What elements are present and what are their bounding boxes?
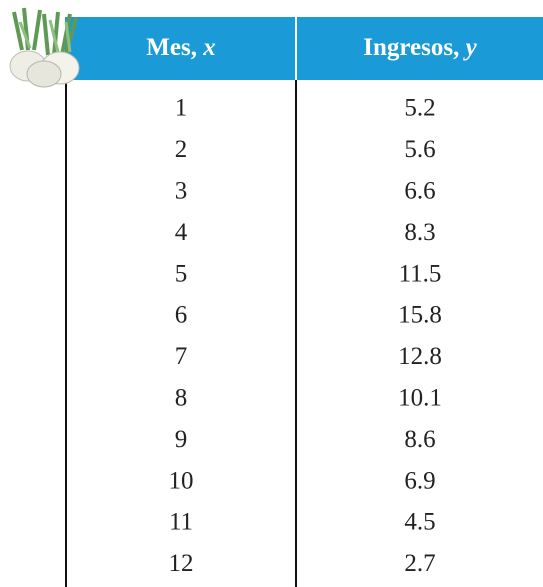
income-cell: 12.8 [398, 343, 442, 370]
header-variable: x [202, 34, 216, 61]
header-text: Ingresos, [363, 34, 465, 61]
table-body: 1 5.2 2 5.6 3 6.6 4 8.3 5 11.5 6 15.8 7 12.8 8 10.1 9 8.6… [169, 95, 442, 577]
income-cell: 4.5 [404, 509, 435, 536]
month-cell: 2 [175, 136, 188, 163]
header-variable: y [463, 34, 478, 61]
income-cell: 6.6 [404, 178, 435, 205]
month-cell: 10 [169, 467, 194, 494]
month-cell: 1 [175, 95, 188, 122]
month-cell: 7 [175, 343, 188, 370]
income-cell: 8.6 [404, 426, 435, 453]
month-cell: 4 [175, 219, 188, 246]
month-cell: 12 [169, 550, 194, 577]
month-cell: 5 [175, 260, 188, 287]
month-cell: 8 [175, 385, 188, 412]
income-cell: 2.7 [404, 550, 435, 577]
month-cell: 9 [175, 426, 188, 453]
income-cell: 5.6 [404, 136, 435, 163]
income-cell: 5.2 [404, 95, 435, 122]
garlic-icon [10, 8, 79, 87]
income-cell: 6.9 [404, 467, 435, 494]
header-text: Mes, [146, 34, 203, 61]
income-cell: 11.5 [399, 260, 442, 287]
month-cell: 3 [175, 178, 188, 205]
month-cell: 11 [169, 509, 193, 536]
month-cell: 6 [175, 302, 188, 329]
income-cell: 10.1 [398, 385, 442, 412]
table-figure: Mes, x Ingresos, y 1 5.2 2 5.6 3 6.6 4 8.3 5 11.5… [0, 0, 543, 587]
income-cell: 15.8 [398, 302, 442, 329]
income-cell: 8.3 [404, 219, 435, 246]
header-cell: Mes, x [146, 34, 215, 61]
header-cell: Ingresos, y [363, 34, 477, 61]
